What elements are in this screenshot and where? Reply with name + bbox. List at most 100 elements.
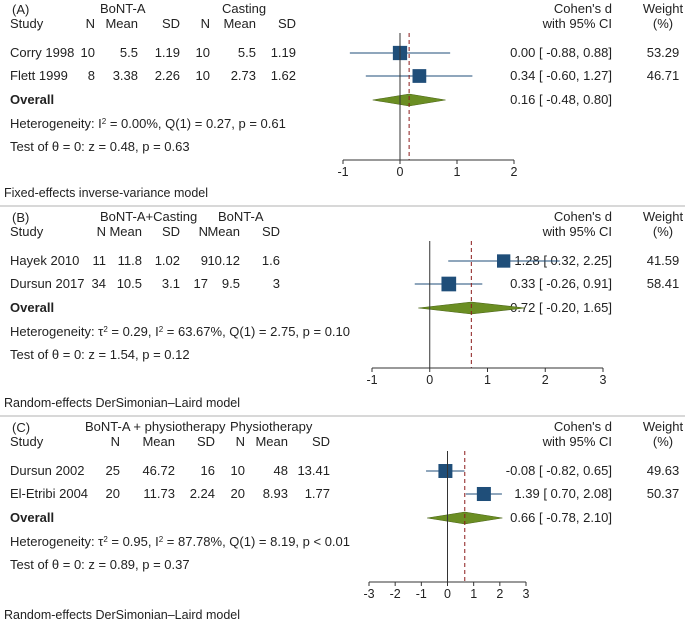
weight-value: 46.71 bbox=[647, 68, 680, 83]
model-note: Random-effects DerSimonian–Laird model bbox=[4, 396, 240, 410]
cell-sd2: 3 bbox=[273, 276, 280, 291]
column-header-n2: N bbox=[236, 434, 245, 449]
overall-effect-ci: 0.16 [ -0.48, 0.80] bbox=[510, 92, 612, 107]
x-tick-label: 0 bbox=[444, 587, 451, 601]
text-run: = 0.29, I bbox=[108, 324, 159, 339]
group1-header: BoNT-A + physiotherapy bbox=[85, 419, 226, 434]
weight-value: 53.29 bbox=[647, 45, 680, 60]
text-run: = 63.67%, Q(1) = 2.75, p = 0.10 bbox=[163, 324, 350, 339]
cell-sd2: 1.6 bbox=[262, 253, 280, 268]
cell-sd1: 3.1 bbox=[162, 276, 180, 291]
cell-n1: 20 bbox=[106, 486, 120, 501]
column-header-mean1: Mean bbox=[142, 434, 175, 449]
x-tick-label: 0 bbox=[397, 165, 404, 179]
cell-mean2: 48 bbox=[274, 463, 288, 478]
overall-label: Overall bbox=[10, 92, 54, 107]
effect-ci: 0.33 [ -0.26, 0.91] bbox=[510, 276, 612, 291]
weight-header: Weight bbox=[643, 209, 684, 224]
effect-marker bbox=[438, 464, 453, 478]
test-text: Test of θ = 0: z = 0.48, p = 0.63 bbox=[10, 139, 190, 154]
x-tick-label: -2 bbox=[390, 587, 401, 601]
study-row: Hayek 2010 11 11.8 1.02 9 10.12 1.6 1.28 [ 0.32… bbox=[10, 253, 679, 268]
column-header-sd2: SD bbox=[262, 224, 280, 239]
effect-marker bbox=[476, 486, 491, 502]
column-header-mean1: Mean bbox=[105, 16, 138, 31]
overall-row: Overall 0.72 [ -0.20, 1.65] bbox=[10, 300, 612, 315]
column-header-mean2: Mean bbox=[207, 224, 240, 239]
superscript: 2 bbox=[102, 117, 107, 126]
cell-n1: 25 bbox=[106, 463, 120, 478]
column-header-n2: N bbox=[201, 16, 210, 31]
study-row: El-Etribi 2004 20 11.73 2.24 20 8.93 1.77 1.39 … bbox=[10, 486, 680, 502]
group2-header: Physiotherapy bbox=[230, 419, 313, 434]
weight-value: 50.37 bbox=[647, 486, 680, 501]
cell-n2: 17 bbox=[194, 276, 208, 291]
cell-n2: 20 bbox=[231, 486, 245, 501]
x-tick-label: -1 bbox=[366, 373, 377, 387]
overall-row: Overall 0.66 [ -0.78, 2.10] bbox=[10, 510, 612, 525]
effect-ci: 1.28 [ 0.32, 2.25] bbox=[514, 253, 612, 268]
group1-header: BoNT-A+Casting bbox=[100, 209, 197, 224]
x-tick-label: 2 bbox=[542, 373, 549, 387]
heterogeneity-text: Heterogeneity: τ2 = 0.29, I2 = 63.67%, Q… bbox=[10, 324, 350, 339]
forest-panel-1: (A) BoNT-A Casting Study N Mean SD N Mean SD Cohen… bbox=[4, 1, 683, 200]
x-tick-label: 2 bbox=[496, 587, 503, 601]
study-row: Dursun 2017 34 10.5 3.1 17 9.5 3 0.33 [ -0.26, … bbox=[10, 276, 679, 292]
cell-mean1: 10.5 bbox=[117, 276, 142, 291]
cell-mean2: 8.93 bbox=[263, 486, 288, 501]
cell-sd2: 1.77 bbox=[305, 486, 330, 501]
cell-mean1: 46.72 bbox=[142, 463, 175, 478]
cell-n2: 9 bbox=[201, 253, 208, 268]
effect-header: Cohen's d bbox=[554, 1, 612, 16]
cell-n1: 10 bbox=[81, 45, 95, 60]
weight-header-sub: (%) bbox=[653, 16, 673, 31]
weight-header-sub: (%) bbox=[653, 224, 673, 239]
model-note: Random-effects DerSimonian–Laird model bbox=[4, 608, 240, 622]
superscript: 2 bbox=[103, 535, 108, 544]
overall-effect-ci: 0.66 [ -0.78, 2.10] bbox=[510, 510, 612, 525]
study-row: Dursun 2002 25 46.72 16 10 48 13.41 -0.08 [ -0.… bbox=[10, 463, 679, 478]
text-run: = 0.95, I bbox=[108, 534, 159, 549]
cell-n2: 10 bbox=[231, 463, 245, 478]
panel-label: (C) bbox=[12, 420, 30, 435]
x-tick-label: 0 bbox=[426, 373, 433, 387]
cell-n1: 8 bbox=[88, 68, 95, 83]
text-run: Heterogeneity: τ bbox=[10, 324, 104, 339]
study-name: Corry 1998 bbox=[10, 45, 74, 60]
weight-value: 49.63 bbox=[647, 463, 680, 478]
overall-label: Overall bbox=[10, 510, 54, 525]
column-header-mean2: Mean bbox=[223, 16, 256, 31]
group1-header: BoNT-A bbox=[100, 1, 146, 16]
cell-sd1: 2.26 bbox=[155, 68, 180, 83]
x-tick-label: 1 bbox=[484, 373, 491, 387]
superscript: 2 bbox=[103, 325, 108, 334]
study-row: Flett 1999 8 3.38 2.26 10 2.73 1.62 0.34 [ -0.6… bbox=[10, 68, 679, 83]
weight-header: Weight bbox=[643, 419, 684, 434]
cell-sd1: 1.02 bbox=[155, 253, 180, 268]
superscript: 2 bbox=[159, 325, 164, 334]
study-column-header: Study bbox=[10, 224, 44, 239]
effect-marker bbox=[497, 254, 511, 268]
x-tick-label: 1 bbox=[454, 165, 461, 179]
column-header-n1: N bbox=[86, 16, 95, 31]
effect-header: Cohen's d bbox=[554, 209, 612, 224]
cell-mean2: 9.5 bbox=[222, 276, 240, 291]
column-header-sd1: SD bbox=[162, 16, 180, 31]
effect-header-sub: with 95% CI bbox=[542, 434, 612, 449]
effect-header-sub: with 95% CI bbox=[542, 16, 612, 31]
cell-n1: 34 bbox=[92, 276, 106, 291]
test-text: Test of θ = 0: z = 0.89, p = 0.37 bbox=[10, 557, 190, 572]
study-row: Corry 1998 10 5.5 1.19 10 5.5 1.19 0.00 [ -0.88… bbox=[10, 45, 680, 61]
effect-marker bbox=[412, 69, 427, 83]
weight-header-sub: (%) bbox=[653, 434, 673, 449]
effect-header-sub: with 95% CI bbox=[542, 224, 612, 239]
x-tick-label: 3 bbox=[600, 373, 607, 387]
forest-panel-3: (C) BoNT-A + physiotherapy Physiotherapy St… bbox=[0, 415, 685, 622]
cell-sd1: 2.24 bbox=[190, 486, 215, 501]
x-tick-label: -1 bbox=[416, 587, 427, 601]
text-run: Heterogeneity: I bbox=[10, 116, 102, 131]
cell-n2: 10 bbox=[196, 68, 210, 83]
test-text: Test of θ = 0: z = 1.54, p = 0.12 bbox=[10, 347, 190, 362]
